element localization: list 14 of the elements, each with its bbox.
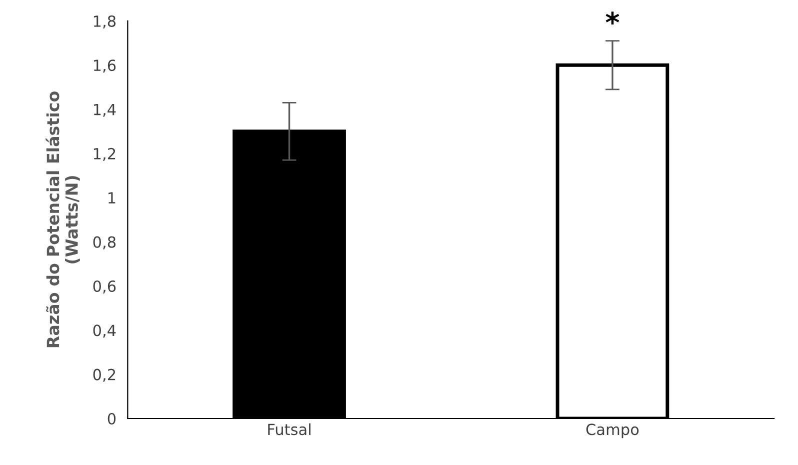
y-tick-label: 0,8 — [93, 236, 116, 250]
y-tick-label: 0,4 — [93, 324, 116, 338]
x-tick-label: Campo — [586, 424, 639, 438]
y-tick-label: 1,2 — [94, 148, 116, 162]
y-tick-label: 0,6 — [93, 280, 116, 294]
x-tick-label: Futsal — [268, 423, 310, 436]
y-tick-label: 0 — [108, 412, 116, 425]
y-axis-title: Razão do Potencial Elástico (Watts/N) — [46, 91, 80, 348]
y-tick-label: 1,4 — [94, 104, 116, 117]
y-tick-label: 1 — [108, 192, 116, 204]
y-tick-label: 1,6 — [94, 60, 116, 73]
annotation: * — [606, 12, 620, 25]
y-tick-label: 0,2 — [93, 368, 116, 382]
y-tick-label: 1,8 — [94, 15, 116, 29]
